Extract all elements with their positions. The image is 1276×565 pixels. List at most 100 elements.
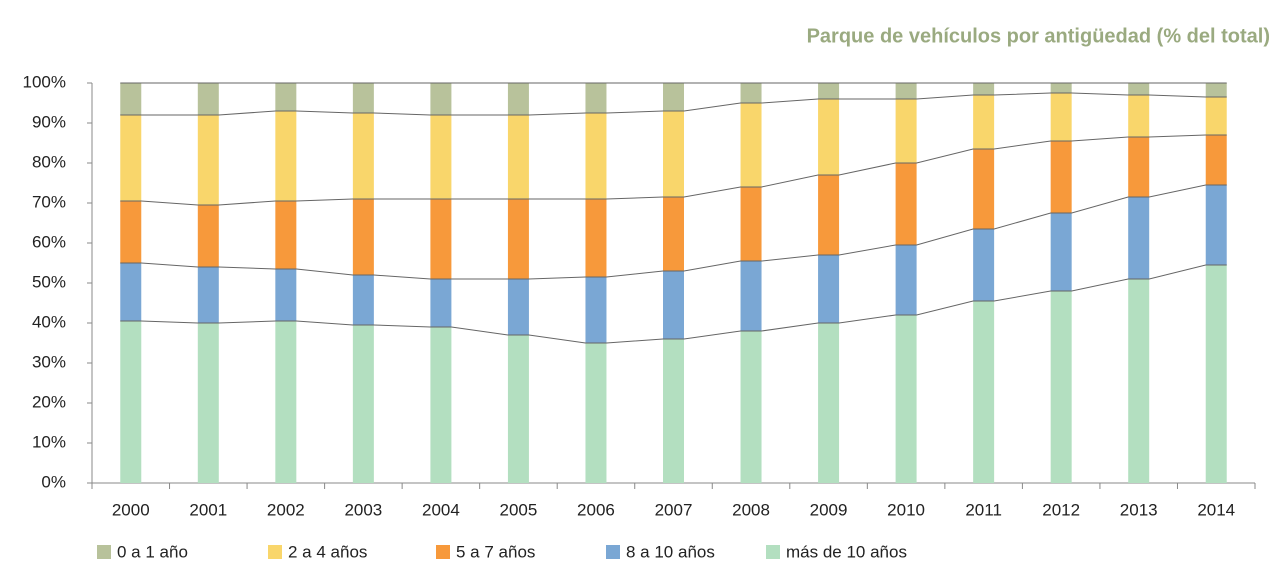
x-tick-label: 2013 [1120,500,1158,519]
bar-segment [1205,83,1227,97]
x-tick-label: 2010 [887,500,925,519]
bar-segment [197,205,219,267]
x-tick-label: 2008 [732,500,770,519]
legend-label: más de 10 años [786,542,907,561]
bar-segment [1128,137,1150,197]
bar-segment [1050,213,1072,291]
bar-segment [197,83,219,115]
bar-segment [818,99,840,175]
bar-segment [1205,135,1227,185]
bar-segment [585,83,607,113]
bar-segment [507,279,529,335]
bar-segment [352,83,374,113]
x-tick-label: 2007 [655,500,693,519]
bar-segment [818,323,840,483]
y-tick-label: 0% [41,472,66,491]
bar-segment [1050,83,1072,93]
x-tick-label: 2002 [267,500,305,519]
x-tick-label: 2012 [1042,500,1080,519]
x-tick-label: 2006 [577,500,615,519]
bar-segment [1205,265,1227,483]
bar-segment [352,199,374,275]
bar-segment [585,343,607,483]
bar-segment [507,335,529,483]
bar-segment [1128,83,1150,95]
legend-swatch [606,545,620,559]
x-tick-label: 2009 [810,500,848,519]
legend-swatch [97,545,111,559]
y-tick-label: 80% [32,152,66,171]
x-tick-label: 2001 [189,500,227,519]
bar-segment [740,103,762,187]
bar-segment [430,279,452,327]
x-tick-label: 2005 [500,500,538,519]
bar-segment [895,83,917,99]
bar-segment [1128,95,1150,137]
bar-segment [120,201,142,263]
x-tick-label: 2000 [112,500,150,519]
bar-segment [120,263,142,321]
bar-segment [197,323,219,483]
bar-segment [663,271,684,339]
bar-segment [352,275,374,325]
y-tick-label: 70% [32,192,66,211]
x-tick-label: 2014 [1197,500,1235,519]
legend-label: 0 a 1 año [117,542,188,561]
chart-title: Parque de vehículos por antigüedad (% de… [807,25,1270,47]
y-tick-label: 50% [32,272,66,291]
bar-segment [507,115,529,199]
legend-label: 2 a 4 años [288,542,367,561]
bar-segment [1128,197,1150,279]
y-tick-label: 40% [32,312,66,331]
bar-segment [818,175,840,255]
y-tick-label: 10% [32,432,66,451]
bar-segment [352,113,374,199]
bar-segment [740,261,762,331]
bar-segment [1050,93,1072,141]
legend-label: 5 a 7 años [456,542,535,561]
legend-swatch [436,545,450,559]
bar-segment [740,83,762,103]
bar-segment [818,255,840,323]
bar-segment [1205,185,1227,265]
bar-segment [895,163,917,245]
bar-segment [973,95,995,149]
bar-segment [895,315,917,483]
series-connector [120,92,1227,116]
bar-segment [663,83,684,111]
bar-segment [740,187,762,261]
bar-segment [197,115,219,205]
bar-segment [275,269,297,321]
bar-segment [275,321,297,483]
legend-swatch [268,545,282,559]
series-connector [120,134,1227,206]
bar-segment [585,199,607,277]
bar-segment [507,83,529,115]
bar-segment [973,229,995,301]
bar-segment [275,201,297,269]
bar-segment [275,83,297,111]
bar-segment [895,245,917,315]
y-tick-label: 60% [32,232,66,251]
bar-segment [120,115,142,201]
bar-segment [585,277,607,343]
bar-segment [585,113,607,199]
bar-segment [663,111,684,197]
bar-segment [120,83,142,115]
bar-segment [430,327,452,483]
bar-segment [1050,291,1072,483]
x-tick-label: 2004 [422,500,460,519]
series-connector [120,184,1227,280]
legend-swatch [766,545,780,559]
legend-label: 8 a 10 años [626,542,715,561]
bar-segment [430,115,452,199]
bar-segment [197,267,219,323]
x-tick-label: 2003 [344,500,382,519]
bar-segment [973,83,995,95]
series-connector [120,264,1227,344]
bar-segment [1128,279,1150,483]
bar-segment [507,199,529,279]
bar-segment [740,331,762,483]
